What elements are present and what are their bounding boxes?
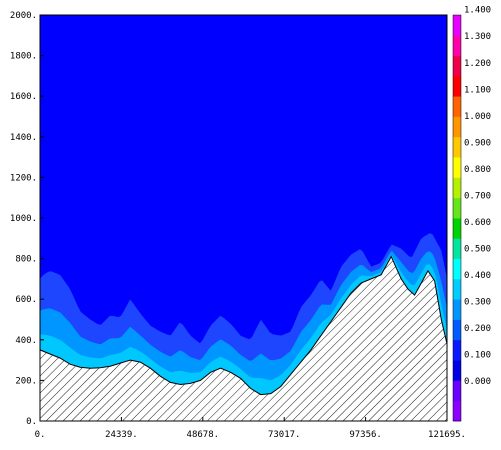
contour-field — [40, 15, 447, 421]
colorbar-swatch — [453, 339, 461, 361]
colorbar-label: 0.000 — [464, 377, 491, 387]
y-tick-label: 1600. — [10, 92, 37, 102]
terrain-mask — [40, 255, 447, 421]
y-tick-label: 2000. — [10, 11, 37, 21]
x-tick-label: 0. — [35, 430, 46, 440]
colorbar-label: 1.000 — [464, 112, 491, 122]
colorbar-swatch — [453, 55, 461, 77]
x-tick-label: 48678. — [187, 430, 220, 440]
colorbar-label: 0.400 — [464, 271, 491, 281]
y-tick-label: 1800. — [10, 52, 37, 62]
colorbar-swatch — [453, 197, 461, 219]
colorbar-label: 1.400 — [464, 6, 491, 16]
colorbar-swatch — [453, 380, 461, 402]
colorbar-label: 0.500 — [464, 245, 491, 255]
colorbar-swatch — [453, 15, 461, 36]
x-axis: 0. 24339. 48678. 73017. 97356. 121695. — [35, 417, 466, 440]
colorbar-label: 0.700 — [464, 191, 491, 201]
y-tick-label: 1000. — [10, 214, 37, 224]
colorbar-swatch — [453, 35, 461, 56]
colorbar-swatch — [453, 258, 461, 280]
x-tick-label: 121695. — [428, 430, 466, 440]
y-tick-label: 0. — [26, 417, 37, 427]
colorbar-swatch — [453, 400, 461, 422]
colorbar-swatch — [453, 136, 461, 158]
y-tick-label: 400. — [15, 336, 37, 346]
colorbar-label: 0.300 — [464, 298, 491, 308]
colorbar-swatch — [453, 319, 461, 341]
colorbar-label: 1.100 — [464, 85, 491, 95]
colorbar: 0.000 0.100 0.200 0.300 0.400 0.500 0.600 0.700… — [452, 6, 491, 422]
x-tick-label: 24339. — [105, 430, 138, 440]
x-tick-label: 73017. — [268, 430, 301, 440]
colorbar-swatch — [453, 238, 461, 259]
colorbar-label: 0.200 — [464, 324, 491, 334]
colorbar-swatch — [453, 360, 461, 381]
colorbar-swatch — [453, 299, 461, 320]
y-tick-label: 1200. — [10, 173, 37, 183]
colorbar-swatch — [453, 177, 461, 199]
colorbar-frame — [452, 14, 462, 422]
colorbar-label: 1.200 — [464, 59, 491, 69]
colorbar-swatch — [453, 75, 461, 97]
colorbar-label: 0.600 — [464, 218, 491, 228]
colorbar-label: 1.300 — [464, 32, 491, 42]
colorbar-swatch — [453, 218, 461, 239]
y-tick-label: 1400. — [10, 133, 37, 143]
colorbar-label: 0.100 — [464, 351, 491, 361]
colorbar-swatch — [453, 157, 461, 178]
y-tick-label: 600. — [15, 295, 37, 305]
colorbar-label: 0.900 — [464, 138, 491, 148]
colorbar-swatch — [453, 96, 461, 117]
colorbar-swatch — [453, 278, 461, 300]
x-tick-label: 97356. — [349, 430, 382, 440]
y-axis: 0. 200. 400. 600. 800. 1000. 1200. 1400. 1600. 18… — [10, 11, 44, 427]
y-tick-label: 800. — [15, 255, 37, 265]
y-tick-label: 200. — [15, 376, 37, 386]
colorbar-swatch — [453, 116, 461, 138]
colorbar-label: 0.800 — [464, 165, 491, 175]
